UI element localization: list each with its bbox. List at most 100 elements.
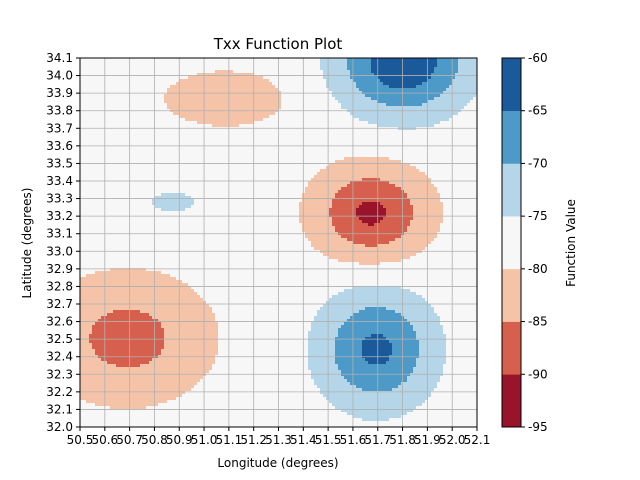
contour-cell xyxy=(263,166,267,170)
contour-cell xyxy=(113,118,117,122)
contour-cell xyxy=(266,166,270,170)
contour-cell xyxy=(284,136,288,140)
contour-cell xyxy=(374,91,378,95)
contour-cell xyxy=(326,58,330,62)
contour-cell xyxy=(344,148,348,152)
contour-cell xyxy=(182,115,186,119)
contour-cell xyxy=(149,100,153,104)
contour-cell xyxy=(257,94,261,98)
contour-cell xyxy=(296,103,300,107)
contour-cell xyxy=(269,154,273,158)
contour-cell xyxy=(224,58,228,62)
contour-cell xyxy=(119,100,123,104)
contour-cell xyxy=(215,151,219,155)
contour-cell xyxy=(179,94,183,98)
contour-cell xyxy=(260,139,264,143)
contour-cell xyxy=(317,157,321,161)
contour-cell xyxy=(218,160,222,164)
contour-cell xyxy=(422,91,426,95)
contour-cell xyxy=(293,61,297,65)
contour-cell xyxy=(335,82,339,86)
contour-cell xyxy=(395,94,399,98)
contour-cell xyxy=(287,169,291,173)
contour-cell xyxy=(119,157,123,161)
contour-cell xyxy=(470,79,474,83)
contour-cell xyxy=(341,97,345,101)
contour-cell xyxy=(254,163,258,167)
contour-cell xyxy=(350,112,354,116)
contour-cell xyxy=(377,148,381,152)
contour-cell xyxy=(404,157,408,161)
contour-cell xyxy=(203,82,207,86)
contour-cell xyxy=(131,79,135,83)
contour-cell xyxy=(323,73,327,77)
contour-cell xyxy=(329,133,333,137)
contour-cell xyxy=(182,103,186,107)
contour-cell xyxy=(200,139,204,143)
contour-cell xyxy=(350,142,354,146)
contour-cell xyxy=(404,115,408,119)
contour-cell xyxy=(347,106,351,110)
contour-cell xyxy=(83,76,87,80)
contour-cell xyxy=(194,145,198,149)
contour-cell xyxy=(179,142,183,146)
contour-cell xyxy=(446,115,450,119)
contour-cell xyxy=(428,82,432,86)
contour-cell xyxy=(416,76,420,80)
contour-cell xyxy=(461,67,465,71)
contour-cell xyxy=(266,64,270,68)
contour-cell xyxy=(92,145,96,149)
contour-cell xyxy=(458,76,462,80)
contour-cell xyxy=(251,91,255,95)
contour-cell xyxy=(191,76,195,80)
contour-cell xyxy=(215,169,219,173)
contour-cell xyxy=(92,100,96,104)
contour-cell xyxy=(299,82,303,86)
contour-cell xyxy=(431,121,435,125)
contour-cell xyxy=(194,139,198,143)
contour-cell xyxy=(134,142,138,146)
contour-cell xyxy=(281,70,285,74)
contour-cell xyxy=(110,151,114,155)
contour-cell xyxy=(245,130,249,134)
contour-cell xyxy=(473,94,477,98)
contour-cell xyxy=(89,166,93,170)
contour-cell xyxy=(125,139,129,143)
contour-cell xyxy=(323,154,327,158)
contour-cell xyxy=(260,163,264,167)
contour-cell xyxy=(89,73,93,77)
contour-cell xyxy=(305,94,309,98)
contour-cell xyxy=(95,94,99,98)
contour-cell xyxy=(434,151,438,155)
contour-cell xyxy=(449,163,453,167)
contour-cell xyxy=(170,67,174,71)
contour-cell xyxy=(245,82,249,86)
contour-cell xyxy=(392,58,396,62)
contour-cell xyxy=(80,160,84,164)
contour-cell xyxy=(101,145,105,149)
contour-cell xyxy=(416,157,420,161)
contour-cell xyxy=(416,112,420,116)
contour-cell xyxy=(251,67,255,71)
contour-cell xyxy=(212,112,216,116)
contour-cell xyxy=(338,73,342,77)
contour-cell xyxy=(224,67,228,71)
contour-cell xyxy=(455,70,459,74)
contour-cell xyxy=(473,166,477,170)
contour-cell xyxy=(323,76,327,80)
contour-cell xyxy=(95,145,99,149)
contour-cell xyxy=(290,91,294,95)
contour-cell xyxy=(425,82,429,86)
contour-cell xyxy=(425,88,429,92)
contour-cell xyxy=(383,124,387,128)
contour-cell xyxy=(89,118,93,122)
contour-cell xyxy=(104,91,108,95)
contour-cell xyxy=(245,100,249,104)
contour-cell xyxy=(320,76,324,80)
contour-cell xyxy=(431,142,435,146)
contour-cell xyxy=(335,58,339,62)
contour-cell xyxy=(137,130,141,134)
contour-cell xyxy=(386,67,390,71)
contour-cell xyxy=(329,91,333,95)
contour-cell xyxy=(416,100,420,104)
